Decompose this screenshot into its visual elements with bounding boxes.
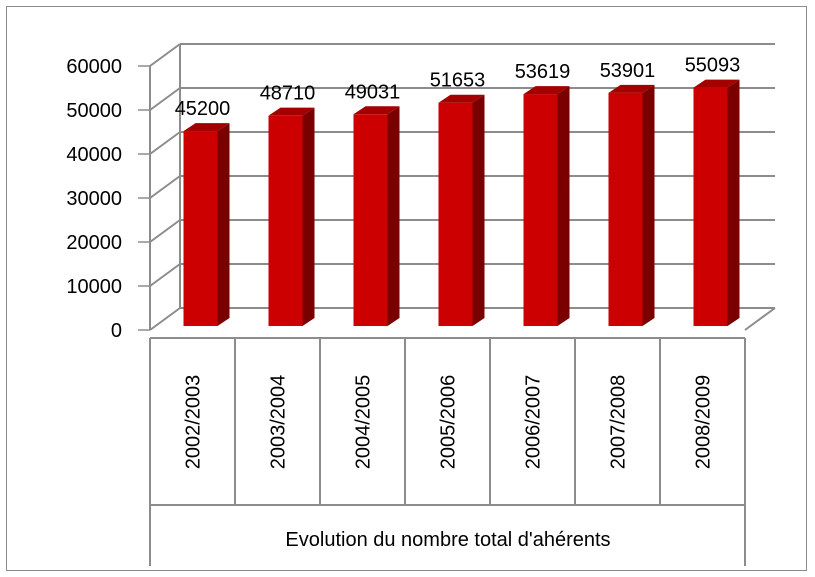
x-tick-label: 2007/2008 [608, 375, 630, 470]
gridline-depth [149, 43, 181, 67]
bars [183, 79, 740, 327]
bar-top [183, 123, 230, 132]
gridline-depth [149, 175, 181, 199]
y-tick-label: 50000 [66, 100, 122, 122]
bar-2007/2008 [608, 84, 655, 326]
gridline-depth [149, 263, 181, 287]
bar-top [693, 79, 740, 88]
data-label: 51653 [430, 70, 486, 92]
bar-2006/2007 [523, 86, 570, 326]
x-axis-table: 2002/2003 2003/2004 2004/2005 2005/2006 2006… [149, 337, 746, 566]
bar-top [608, 84, 655, 93]
x-tick-label: 2004/2005 [353, 375, 375, 470]
data-label: 53901 [600, 60, 656, 82]
data-label: 48710 [260, 83, 316, 105]
y-tick-label: 30000 [66, 188, 122, 210]
bar-side [472, 94, 485, 326]
gridline-depth [149, 131, 181, 155]
x-tick-label: 2006/2007 [523, 375, 545, 470]
bar-side [557, 86, 570, 326]
data-label: 55093 [685, 55, 741, 77]
bar-2003/2004 [268, 107, 315, 327]
bar-front [608, 92, 643, 326]
y-tick-label: 0 [111, 320, 122, 342]
data-label: 49031 [345, 81, 401, 103]
bar-top [353, 106, 400, 115]
bar-side [217, 123, 230, 327]
x-tick-label: 2008/2009 [693, 375, 715, 470]
bar-front [523, 94, 558, 326]
bar-side [727, 79, 740, 327]
bar-2002/2003 [183, 123, 230, 327]
bar-2004/2005 [353, 106, 400, 326]
x-tick-label: 2005/2006 [438, 375, 460, 470]
bar-side [642, 84, 655, 326]
data-labels: 45200 48710 49031 51653 53619 53901 55093 [175, 55, 741, 121]
gridline-depth [149, 87, 181, 111]
y-tick-label: 10000 [66, 276, 122, 298]
x-tick-label: 2002/2003 [183, 375, 205, 470]
bar-front [183, 131, 218, 326]
bar-front [438, 102, 473, 326]
bar-top [268, 107, 315, 116]
data-label: 45200 [175, 98, 231, 120]
x-tick-label: 2003/2004 [268, 375, 290, 470]
bar-2005/2006 [438, 94, 485, 326]
bar-top [438, 94, 485, 103]
data-label: 53619 [515, 61, 571, 83]
bar-front [268, 115, 303, 327]
bar-top [523, 86, 570, 95]
y-tick-label: 20000 [66, 232, 122, 254]
gridline-depth [149, 307, 181, 331]
bar-front [353, 114, 388, 326]
bar-front [693, 87, 728, 327]
bar-side [302, 107, 315, 327]
bar-2008/2009 [693, 79, 740, 327]
x-axis-title: Evolution du nombre total d'ahérents [285, 529, 610, 551]
y-tick-label: 40000 [66, 144, 122, 166]
chart-frame [6, 6, 807, 571]
y-axis: 0 10000 20000 30000 40000 50000 60000 [66, 56, 151, 342]
y-tick-label: 60000 [66, 56, 122, 78]
floor-edge [744, 307, 776, 331]
bar-side [387, 106, 400, 326]
gridline-depth [149, 219, 181, 243]
